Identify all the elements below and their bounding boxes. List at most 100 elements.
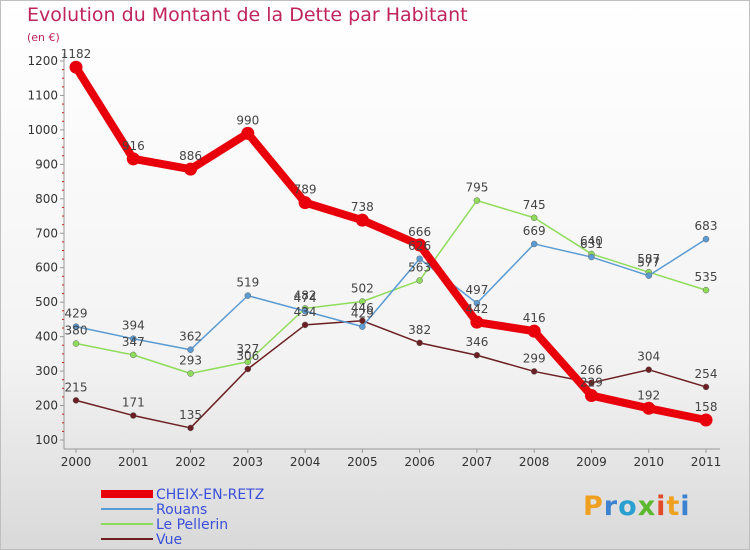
x-tick-label: 2009 [576,455,607,469]
x-tick: 2006 [404,449,435,469]
x-tick-label: 2002 [175,455,206,469]
y-tick-label: 1000 [27,123,58,137]
legend-label-cheix-en-retz: CHEIX-EN-RETZ [156,487,264,503]
data-point-rouans [588,253,595,261]
data-label-rouans: 429 [351,307,374,321]
data-label-rouans: 474 [294,291,317,305]
data-point-cheix-en-retz [69,60,83,74]
x-tick-label: 2006 [404,455,435,469]
data-point-rouans [244,292,252,299]
data-label-cheix-en-retz: 416 [523,311,546,325]
data-point-rouans [530,240,538,248]
proxiti-logo: Proxiti [583,491,691,522]
data-point-vue [301,321,309,329]
series-line-vue [75,320,707,429]
data-label-rouans: 519 [236,276,259,290]
x-tick-label: 2000 [61,455,92,469]
data-label-cheix-en-retz: 442 [465,302,488,316]
series-line-rouans [75,238,707,351]
y-tick: 100 [35,433,64,447]
legend-label-le-pellerin: Le Pellerin [156,517,228,533]
x-tick-label: 2005 [347,455,378,469]
data-point-cheix-en-retz [184,162,198,176]
data-point-vue [130,412,137,419]
data-label-rouans: 362 [179,330,202,344]
data-point-le-pellerin [416,277,423,284]
data-point-cheix-en-retz [470,315,484,329]
data-point-cheix-en-retz [527,324,541,338]
data-point-cheix-en-retz [699,413,713,427]
y-tick-label: 800 [35,192,58,206]
data-point-rouans [301,307,309,315]
x-tick-label: 2010 [633,455,664,469]
data-label-le-pellerin: 795 [465,181,488,195]
x-tick: 2010 [633,449,664,469]
data-point-cheix-en-retz [584,389,598,403]
data-point-vue [244,365,252,373]
y-tick: 1200 [27,54,64,68]
y-tick-label: 400 [35,330,58,344]
data-label-vue: 304 [637,350,660,364]
data-label-vue: 306 [236,349,259,363]
y-tick: 1100 [27,88,64,102]
data-point-vue [645,366,652,373]
data-point-rouans [72,323,80,330]
x-tick-label: 2003 [233,455,264,469]
x-tick: 2005 [347,449,378,469]
x-tick: 2002 [175,449,206,469]
y-tick-label: 200 [35,399,58,413]
data-label-rouans: 577 [637,256,660,270]
x-tick: 2001 [118,449,149,469]
data-point-le-pellerin [130,351,137,359]
y-tick: 600 [35,261,64,275]
data-point-vue [702,383,710,391]
y-tick-label: 1100 [27,88,58,102]
data-point-cheix-en-retz [298,196,312,210]
x-tick: 2003 [233,449,264,469]
data-point-cheix-en-retz [241,126,255,140]
data-label-cheix-en-retz: 789 [294,183,317,197]
legend-label-rouans: Rouans [156,502,207,518]
data-point-vue [187,424,194,432]
x-tick: 2007 [462,449,493,469]
data-point-vue [72,397,80,404]
y-tick: 300 [35,364,64,378]
data-label-le-pellerin: 380 [65,324,88,338]
data-point-cheix-en-retz [413,238,427,252]
data-point-vue [473,351,481,359]
y-tick: 900 [35,157,64,171]
x-tick: 2008 [519,449,550,469]
x-tick: 2000 [61,449,92,469]
x-tick-label: 2008 [519,455,550,469]
data-point-rouans [416,255,423,263]
data-label-rouans: 683 [695,219,718,233]
data-label-rouans: 497 [465,283,488,297]
data-label-cheix-en-retz: 886 [179,149,202,163]
y-tick-label: 700 [35,226,58,240]
y-tick: 1000 [27,123,64,137]
x-tick: 2009 [576,449,607,469]
y-tick-label: 600 [35,261,58,275]
data-label-vue: 215 [65,380,88,394]
data-point-cheix-en-retz [355,213,369,227]
legend-label-vue: Vue [156,532,182,548]
data-label-le-pellerin: 745 [523,198,546,212]
logo-letter: o [618,491,638,522]
data-point-cheix-en-retz [642,401,656,415]
x-tick-label: 2007 [462,455,493,469]
data-point-le-pellerin [473,197,481,204]
data-label-le-pellerin: 347 [122,335,145,349]
y-tick: 500 [35,295,64,309]
data-label-le-pellerin: 502 [351,281,374,295]
data-label-rouans: 429 [65,307,88,321]
chart-title: Evolution du Montant de la Dette par Hab… [27,4,468,26]
data-point-rouans [359,323,366,330]
chart-series [69,60,713,432]
data-point-rouans [473,299,481,307]
data-label-vue: 135 [179,408,202,422]
series-line-le-pellerin [75,199,707,375]
data-point-rouans [645,272,652,279]
